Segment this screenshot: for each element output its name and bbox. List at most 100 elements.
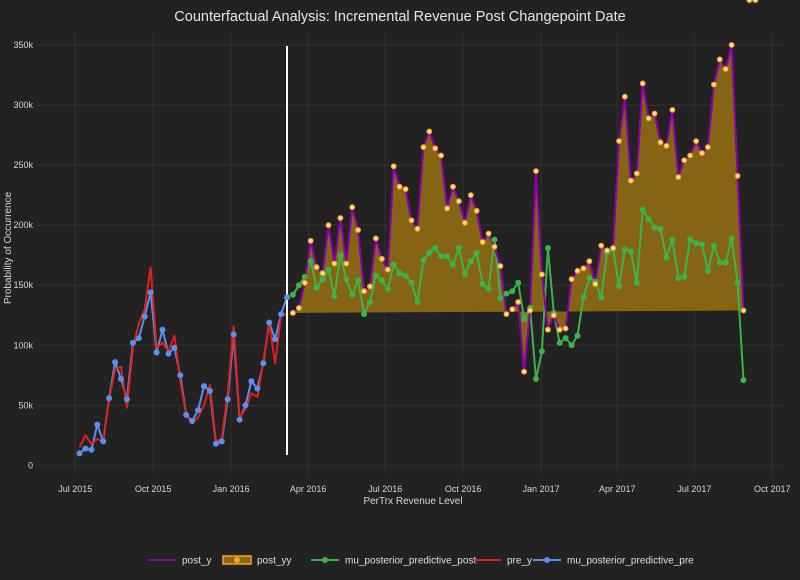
mu-posterior-predictive-post-point [562, 335, 569, 342]
mu-posterior-predictive-post-point [734, 279, 741, 286]
mu-posterior-predictive-pre-point [106, 395, 113, 402]
mu-posterior-predictive-pre-point [183, 411, 190, 418]
mu-posterior-predictive-post-point [485, 285, 492, 292]
y-tick-label: 250k [13, 160, 33, 170]
mu-posterior-predictive-pre-point [201, 383, 207, 390]
post-yy-point [693, 138, 699, 145]
mu-posterior-predictive-post-point [693, 240, 700, 247]
mu-posterior-predictive-post-point [580, 294, 587, 301]
mu-posterior-predictive-post-point [521, 315, 528, 322]
legend-item-mu-posterior-predictive-post[interactable]: mu_posterior_predictive_post [311, 556, 476, 567]
mu-posterior-predictive-post-point [639, 206, 646, 213]
post-yy-point [379, 255, 385, 262]
post-yy-point [633, 170, 640, 177]
post-yy-point [456, 198, 462, 205]
x-axis-label: PerTrx Revenue Level [363, 496, 462, 507]
mu-posterior-predictive-post-point [621, 246, 628, 253]
legend-item-post-yy[interactable]: post_yy [222, 555, 291, 567]
mu-posterior-predictive-post-point [378, 277, 385, 284]
post-yy-point [663, 142, 670, 149]
y-tick-label: 100k [13, 340, 33, 350]
mu-posterior-predictive-pre-point [248, 378, 255, 385]
post-yy-point [657, 139, 664, 146]
x-tick-label: Apr 2017 [599, 484, 636, 494]
post-yy-point [462, 219, 468, 226]
legend-label: mu_posterior_predictive_pre [567, 556, 694, 567]
post-yy-point [681, 157, 688, 164]
post-yy-point [355, 227, 362, 233]
mu-posterior-predictive-pre-point [242, 402, 249, 409]
mu-posterior-predictive-pre-point [218, 438, 225, 445]
chart-title: Counterfactual Analysis: Incremental Rev… [174, 9, 625, 25]
post-yy-point [290, 310, 296, 316]
post-yy-point [545, 326, 551, 333]
x-tick-label: Jan 2016 [213, 484, 250, 494]
post-yy-point [390, 163, 397, 170]
post-yy-point [580, 265, 587, 272]
mu-posterior-predictive-pre-point [212, 440, 219, 447]
legend-item-pre-y[interactable]: pre_y [473, 556, 532, 567]
x-tick-label: Oct 2017 [754, 484, 791, 494]
mu-posterior-predictive-post-point [722, 259, 729, 266]
post-yy-point [711, 81, 717, 88]
post-yy-point [491, 243, 498, 250]
mu-posterior-predictive-pre-point [82, 445, 89, 452]
mu-posterior-predictive-post-point [414, 299, 421, 305]
mu-posterior-predictive-post-point [444, 253, 451, 260]
legend-marker [544, 557, 550, 563]
post-yy-point [746, 0, 753, 3]
post-yy-point [426, 128, 433, 135]
mu-posterior-predictive-post-point [651, 224, 658, 231]
mu-posterior-predictive-pre-point [254, 385, 261, 392]
y-axis-label: Probability of Occurrence [3, 191, 14, 304]
mu-posterior-predictive-pre-point [272, 336, 279, 343]
incremental-fill-area [292, 45, 744, 372]
post-yy-point [307, 237, 314, 244]
post-yy-point [349, 204, 356, 211]
mu-posterior-predictive-post-point [740, 377, 747, 384]
post-yy-point [367, 283, 373, 290]
mu-posterior-predictive-post-point [503, 290, 510, 297]
incremental-revenue-area [292, 45, 744, 372]
post-yy-point [722, 66, 729, 72]
mu-posterior-predictive-pre-point [153, 349, 160, 356]
mu-posterior-predictive-post-point [687, 236, 694, 243]
post-yy-point [438, 152, 445, 159]
mu-posterior-predictive-post-point [616, 283, 622, 290]
legend-marker [322, 557, 328, 563]
post-yy-point [319, 270, 326, 277]
mu-posterior-predictive-pre-point [236, 416, 243, 423]
legend-item-post-y[interactable]: post_y [148, 556, 211, 567]
post-yy-point [610, 245, 616, 251]
post-yy-point [645, 115, 652, 122]
legend-item-mu-posterior-predictive-pre[interactable]: mu_posterior_predictive_pre [533, 556, 694, 567]
mu-posterior-predictive-post-point [627, 248, 634, 255]
series-markers [76, 0, 759, 457]
mu-posterior-predictive-post-point [538, 348, 545, 355]
mu-posterior-predictive-post-point [704, 267, 711, 274]
mu-posterior-predictive-post-point [307, 258, 314, 265]
mu-posterior-predictive-post-point [633, 279, 640, 286]
mu-posterior-predictive-pre-point [165, 350, 172, 357]
mu-posterior-predictive-pre-point [171, 344, 178, 351]
post-yy-point [527, 307, 533, 314]
post-yy-point [568, 276, 575, 283]
mu-posterior-predictive-post-point [349, 291, 356, 298]
post-yy-point [675, 174, 682, 181]
axis-ticks: Jul 2015 Oct 2015 Jan 2016 Apr 2016 Jul 2016… [13, 40, 790, 494]
legend-label: mu_posterior_predictive_post [345, 556, 476, 567]
mu-posterior-predictive-post-point [461, 271, 468, 278]
legend: post_y post_yy mu_posterior_predictive_pos… [148, 555, 694, 567]
mu-posterior-predictive-pre-point [129, 339, 136, 346]
post-yy-point [622, 93, 628, 100]
mu-posterior-predictive-pre-point [224, 396, 231, 403]
mu-posterior-predictive-post-point [438, 253, 445, 260]
mu-posterior-predictive-post-point [301, 273, 308, 280]
mu-posterior-predictive-post-point [681, 273, 688, 280]
post-yy-point [509, 306, 516, 313]
mu-posterior-predictive-post-point [556, 339, 563, 346]
mu-posterior-predictive-post-point [710, 242, 717, 249]
mu-posterior-predictive-post-point [402, 272, 409, 279]
mu-posterior-predictive-pre-point [76, 450, 83, 457]
